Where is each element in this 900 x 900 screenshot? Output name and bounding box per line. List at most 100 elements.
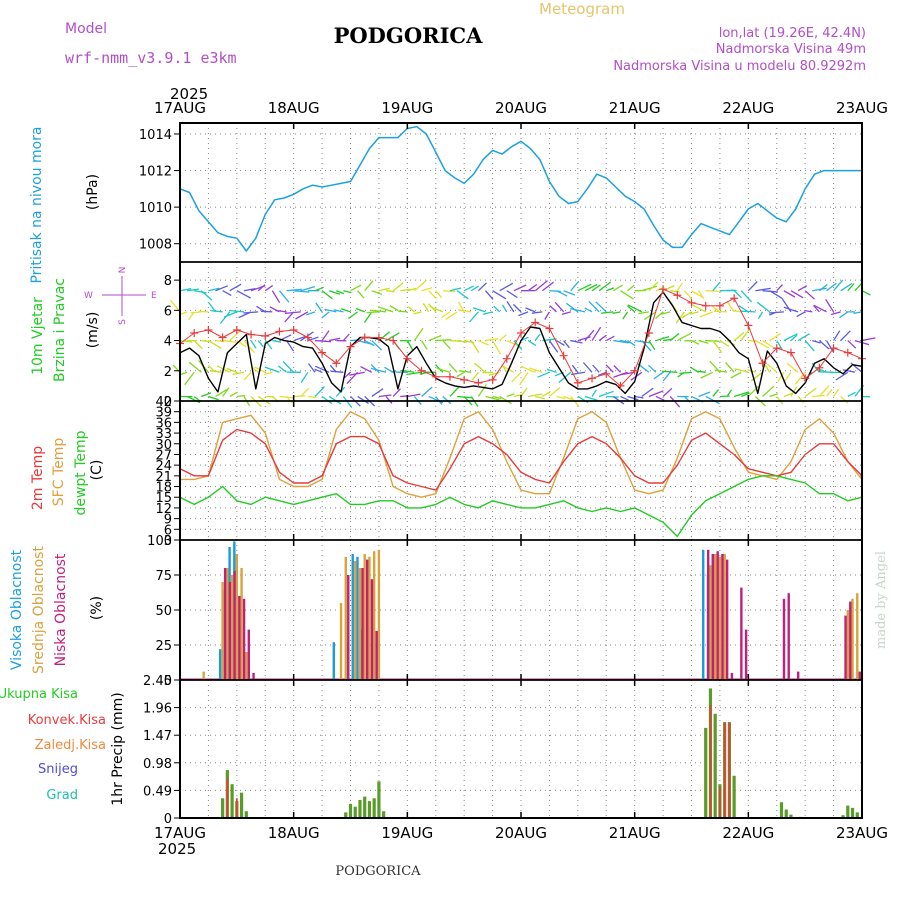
credit-label: made by Angel [874, 551, 889, 649]
wind-arrow [243, 287, 256, 292]
wind-arrow [228, 309, 244, 313]
wind-arrow [563, 340, 570, 349]
wind-arrow [314, 386, 326, 397]
wind-arrow [264, 366, 280, 373]
temp-ytick-label: 36 [155, 416, 172, 431]
wind-arrow [776, 340, 783, 351]
pressure-ytick-label: 1010 [139, 201, 172, 216]
precip-bar [230, 784, 234, 818]
compass-n-label: N [118, 267, 128, 274]
wind-gust-marker [346, 342, 355, 351]
wind-arrow [740, 327, 751, 341]
wind-gust-marker [247, 330, 256, 339]
wind-arrow [477, 384, 487, 397]
wind-arrow [187, 288, 199, 292]
wind-arrow [696, 370, 706, 373]
wind-arrow [208, 340, 222, 349]
wind-arrow [392, 388, 401, 397]
wind-arrow [449, 287, 462, 292]
wind-arrow [282, 360, 295, 373]
precip-bar [713, 713, 717, 818]
wind-arrow [825, 388, 833, 397]
wind-arrow [385, 396, 393, 404]
wind-arrow [840, 330, 851, 342]
wind-arrow [620, 290, 634, 300]
wind-arrow [556, 340, 565, 346]
wind-arrow [584, 283, 598, 292]
cloud-bar [245, 652, 248, 680]
wind-arrow [342, 333, 350, 341]
wind-arrow [598, 281, 612, 292]
precip-bar [841, 815, 845, 818]
wind-arrow [324, 308, 337, 313]
wind-arrow [307, 363, 316, 373]
wind-arrow [236, 290, 252, 299]
wind-arrow [399, 310, 408, 313]
wind-arrow [232, 371, 245, 376]
wind-arrow [478, 339, 489, 346]
wind-arrow [314, 365, 330, 373]
wind-arrow [733, 290, 742, 299]
wind-arrow [698, 290, 705, 300]
wind-arrow [272, 339, 282, 343]
wind-gust-marker [772, 344, 781, 353]
wind-arrow [485, 395, 500, 401]
cloud-bar [242, 598, 246, 680]
wind-arrow [571, 364, 579, 373]
cloud-bar [377, 549, 381, 680]
precip-conv-label: Konvek.Kisa [28, 713, 106, 728]
wind-arrow [740, 290, 753, 303]
wind-arrow [769, 311, 784, 314]
cloud-bar [709, 565, 712, 680]
wind-arrow [264, 340, 273, 350]
wind-arrow [229, 329, 242, 342]
precip-ytick-label: 0.49 [143, 784, 172, 799]
wind-arrow [525, 307, 536, 313]
cloud-bar [725, 559, 729, 680]
wind-arrow [783, 392, 794, 398]
wind-arrow [513, 340, 523, 351]
wind-arrow [769, 333, 782, 342]
wind-arrow [699, 311, 714, 318]
wind-arrow [653, 371, 664, 380]
precip-bar [382, 811, 386, 818]
wind-arrow [612, 311, 621, 315]
wind-arrow [712, 281, 721, 292]
cloud-bar [228, 582, 232, 680]
precip-bar [850, 807, 855, 818]
wind-arrow [264, 284, 274, 292]
wind-arrow [226, 367, 238, 373]
wind-arrow [556, 395, 566, 400]
wind-arrow [300, 285, 315, 292]
wind-arrow [222, 290, 232, 296]
cloud-bar [235, 554, 239, 680]
wind-arrow [343, 290, 352, 294]
wind-arrow [357, 290, 365, 299]
wind-arrow [541, 390, 551, 398]
wind-arrow [315, 302, 323, 313]
wind-arrow [755, 287, 771, 292]
wind-arrow [733, 331, 745, 342]
wind-ytick-label: 6 [164, 304, 172, 319]
wind-arrow [342, 396, 353, 408]
wind-arrow [529, 367, 543, 373]
wind-arrow [756, 301, 771, 313]
wind-arrow [336, 290, 345, 295]
wind-arrow [797, 333, 811, 342]
wind-arrow [698, 339, 709, 344]
wind-arrow [512, 303, 522, 313]
wind-arrow [605, 364, 614, 373]
wind-arrow [284, 311, 301, 315]
wind-arrow [484, 290, 494, 300]
wind-arrow [286, 396, 293, 404]
wind-arrow [548, 386, 561, 397]
wind-gust-marker [261, 332, 270, 341]
wind-arrow [366, 311, 379, 314]
wind-arrow [842, 369, 856, 373]
compass-w-label: W [84, 291, 93, 301]
temp-ytick-label: 30 [155, 438, 172, 453]
wind-arrow [179, 339, 193, 343]
wind-arrow [400, 288, 410, 292]
temp-ytick-label: 18 [155, 481, 172, 496]
wind-arrow [499, 282, 514, 292]
